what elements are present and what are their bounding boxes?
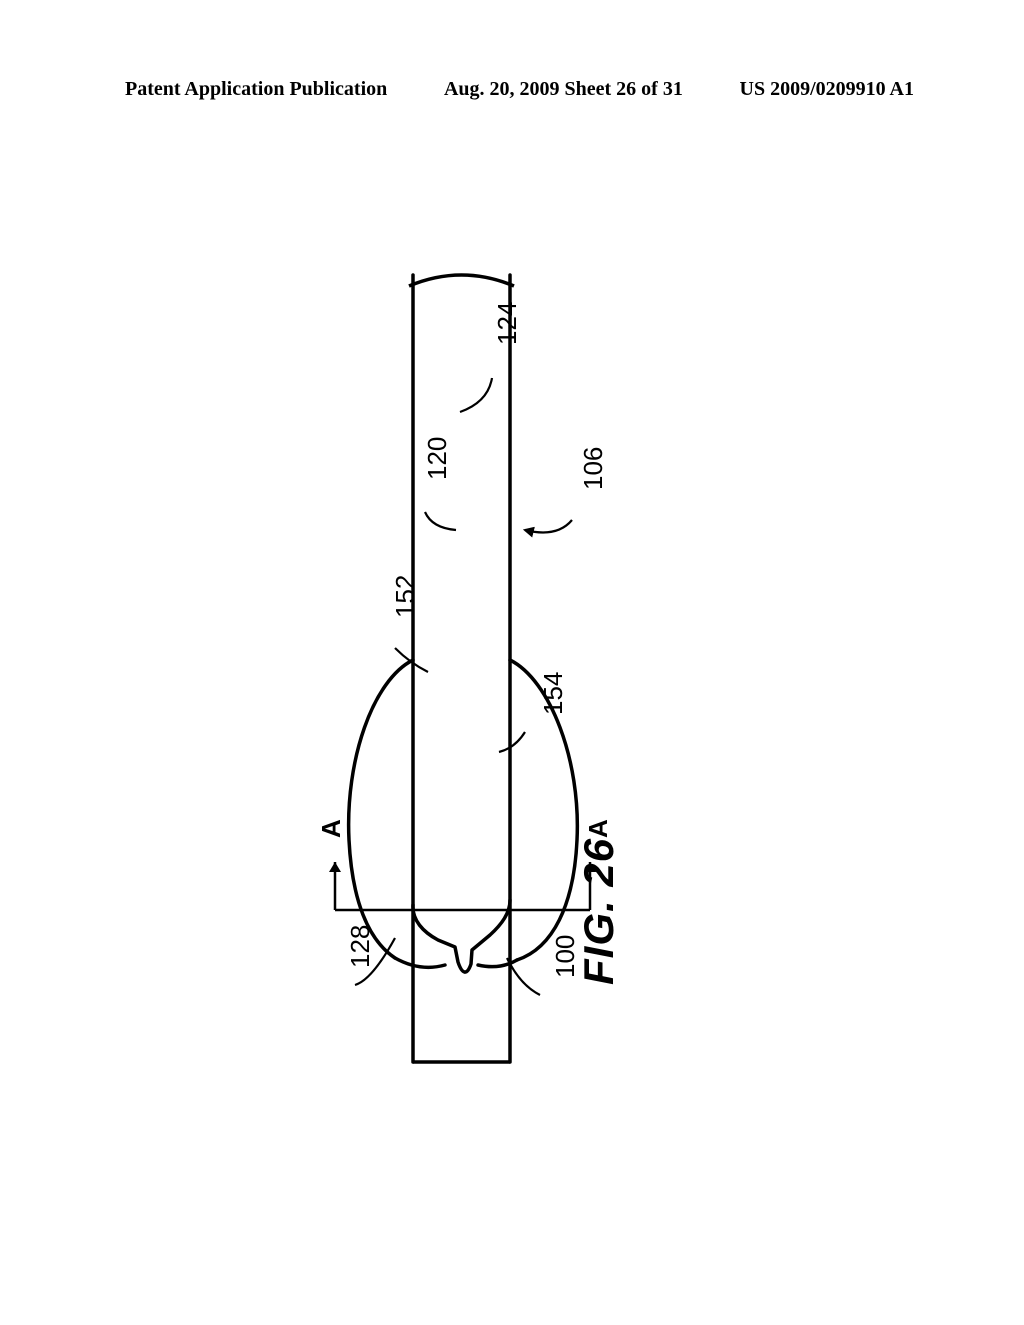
reference-numeral: 124 <box>492 302 523 345</box>
section-letter: A <box>316 819 347 838</box>
reference-numeral: 152 <box>390 575 421 618</box>
patent-figure: 124106120152154128100AAFIG. 26 <box>0 0 1024 1320</box>
reference-numeral: 106 <box>578 447 609 490</box>
figure-title: FIG. 26 <box>575 838 623 985</box>
reference-numeral: 120 <box>422 437 453 480</box>
figure-svg <box>0 0 1024 1320</box>
reference-numeral: 128 <box>345 925 376 968</box>
section-letter: A <box>583 819 614 838</box>
reference-numeral: 154 <box>538 672 569 715</box>
